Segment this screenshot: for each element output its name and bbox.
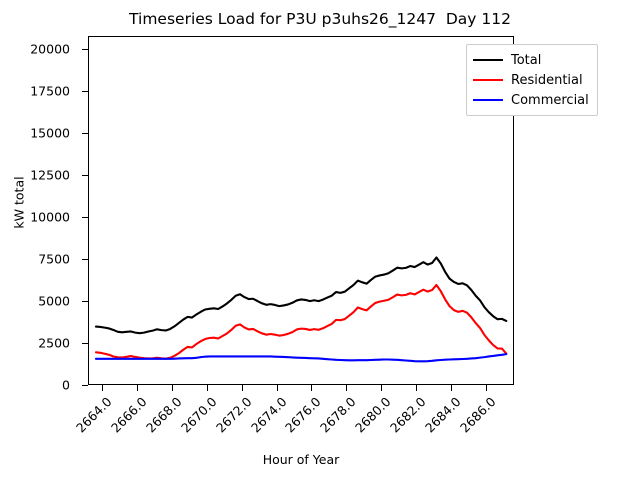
y-tick-label: 7500 <box>38 251 70 267</box>
plot-lines <box>94 256 508 363</box>
legend-swatch-commercial <box>473 99 503 101</box>
y-tick-mark <box>82 49 88 51</box>
y-tick-mark <box>82 133 88 135</box>
x-tick-mark <box>486 385 488 391</box>
legend-label: Total <box>511 52 542 68</box>
y-axis-tick-labels: 0 2500 5000 7500 10000 12500 15000 17500 20000 <box>0 36 80 393</box>
y-tick-mark <box>82 301 88 303</box>
x-axis-label: Hour of Year <box>262 452 340 467</box>
x-tick-mark <box>101 385 103 391</box>
y-tick-label: 0 <box>62 377 70 393</box>
y-tick-label: 12500 <box>30 167 70 183</box>
legend-swatch-residential <box>473 79 503 81</box>
x-tick-mark <box>241 385 243 391</box>
series-line-total <box>94 256 508 335</box>
y-tick-mark <box>82 343 88 345</box>
x-tick-mark <box>206 385 208 391</box>
x-tick-mark <box>171 385 173 391</box>
y-tick-label: 17500 <box>30 83 70 99</box>
chart-title: Timeseries Load for P3U p3uhs26_1247 Day… <box>129 10 511 28</box>
y-tick-mark <box>82 175 88 177</box>
legend-label: Residential <box>511 72 583 88</box>
x-tick-mark <box>346 385 348 391</box>
y-tick-mark <box>82 259 88 261</box>
y-tick-label: 5000 <box>38 293 70 309</box>
series-line-commercial <box>94 353 508 363</box>
legend-swatch-total <box>473 59 503 61</box>
y-tick-mark <box>82 385 88 386</box>
y-tick-mark <box>82 91 88 93</box>
y-tick-label: 15000 <box>30 125 70 141</box>
y-tick-mark <box>82 217 88 219</box>
series-line-residential <box>94 283 508 360</box>
x-tick-mark <box>276 385 278 391</box>
legend-item-residential: Residential <box>473 70 589 90</box>
legend-label: Commercial <box>511 92 589 108</box>
x-tick-mark <box>416 385 418 391</box>
legend-item-total: Total <box>473 50 589 70</box>
y-tick-label: 10000 <box>30 209 70 225</box>
legend-item-commercial: Commercial <box>473 90 589 110</box>
x-tick-mark <box>381 385 383 391</box>
y-tick-label: 2500 <box>38 335 70 351</box>
x-tick-mark <box>136 385 138 391</box>
chart-legend: Total Residential Commercial <box>466 44 598 116</box>
x-tick-mark <box>311 385 313 391</box>
plot-area <box>88 36 514 385</box>
y-tick-label: 20000 <box>30 41 70 57</box>
x-tick-mark <box>451 385 453 391</box>
